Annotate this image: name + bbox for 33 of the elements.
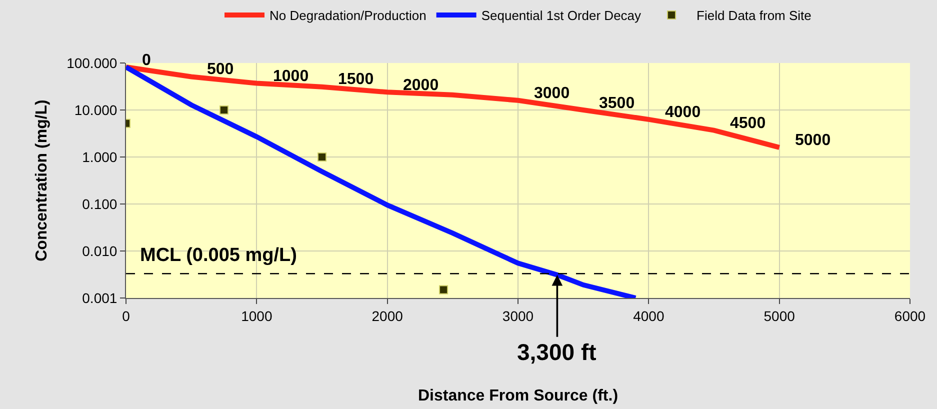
y-tick-label: 100.000 [66, 54, 118, 71]
legend-label: No Degradation/Production [270, 8, 426, 24]
annotation: 1500 [338, 71, 374, 88]
x-tick-label: 4000 [633, 308, 664, 324]
annotation: 2000 [403, 77, 439, 94]
x-axis-title: Distance From Source (ft.) [418, 388, 618, 404]
annotation: 3000 [534, 85, 570, 102]
annotation: 3500 [599, 95, 635, 112]
annotation: 1000 [273, 68, 309, 85]
annotation: 3,300 ft [517, 339, 597, 365]
y-tick-label: 0.100 [82, 196, 118, 212]
ref-line-label: MCL (0.005 mg/L) [140, 245, 297, 266]
x-tick-label: 6000 [894, 308, 926, 324]
y-tick-label: 10.000 [74, 102, 118, 118]
x-tick-label: 5000 [764, 308, 796, 324]
point [220, 106, 228, 114]
annotation: 4500 [730, 115, 766, 132]
point [318, 152, 326, 162]
x-tick-label: 3000 [502, 308, 534, 324]
legend-label: Field Data from Site [696, 8, 812, 24]
x-tick-label: 1000 [241, 308, 272, 324]
annotation: 500 [207, 61, 234, 78]
y-tick-label: 0.001 [82, 290, 118, 306]
x-tick-label: 2000 [372, 308, 404, 324]
annotation: 0 [142, 52, 151, 69]
annotation: 5000 [795, 132, 831, 149]
x-tick-label: 0 [122, 308, 130, 324]
y-axis-title: Concentration (mg/L) [33, 100, 50, 262]
legend-label: Sequential 1st Order Decay [481, 8, 642, 24]
point [439, 285, 448, 294]
y-tick-label: 0.010 [82, 242, 118, 259]
annotation: 4000 [665, 104, 701, 121]
y-tick-label: 1.000 [82, 148, 118, 165]
